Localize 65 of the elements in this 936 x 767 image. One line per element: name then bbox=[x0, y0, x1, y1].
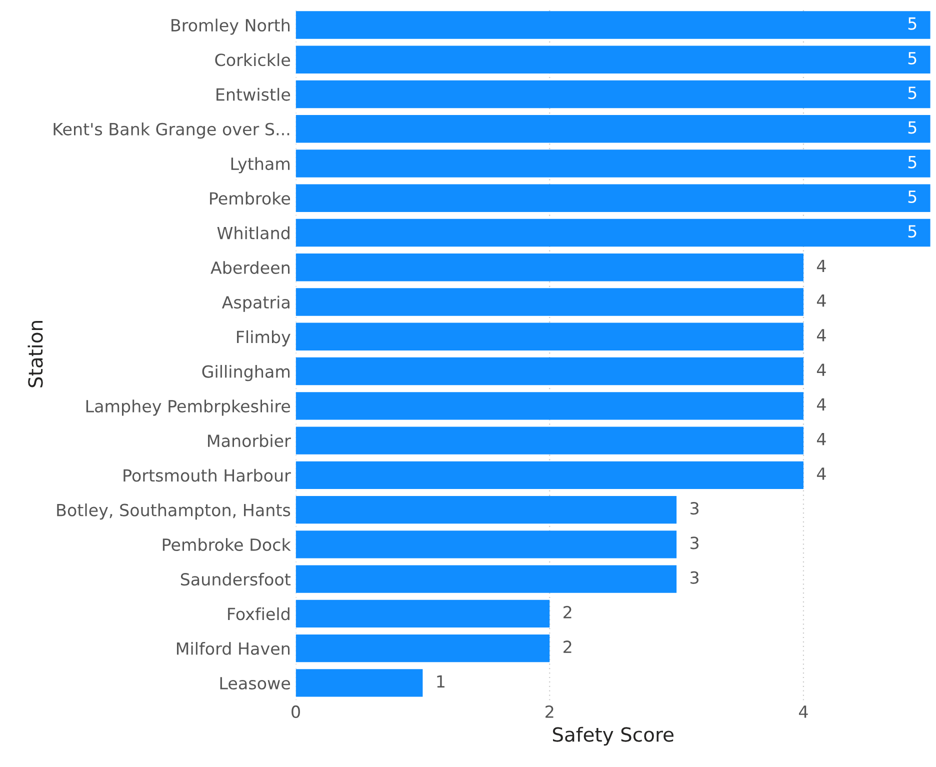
x-tick-label: 0 bbox=[292, 705, 300, 718]
y-tick-label: Lytham bbox=[231, 157, 290, 174]
data-label: 4 bbox=[816, 432, 826, 446]
data-label: 5 bbox=[908, 190, 916, 203]
y-tick-label: Aberdeen bbox=[210, 261, 290, 274]
bar bbox=[296, 184, 930, 212]
y-tick-label: Pembroke bbox=[210, 192, 290, 205]
bar bbox=[296, 600, 550, 628]
bar bbox=[296, 634, 550, 662]
y-tick-label: Foxfield bbox=[228, 607, 290, 620]
data-label: 5 bbox=[908, 121, 916, 134]
bar bbox=[296, 46, 930, 74]
bar bbox=[296, 218, 930, 247]
data-label: 5 bbox=[908, 156, 916, 168]
y-tick-label: Milford Haven bbox=[176, 642, 290, 655]
data-label: 4 bbox=[816, 260, 826, 272]
bar bbox=[296, 115, 930, 143]
data-label: 5 bbox=[908, 225, 916, 238]
data-label: 3 bbox=[690, 536, 698, 550]
y-tick-label: Lamphey Pembrpkeshire bbox=[86, 400, 290, 416]
data-label: 4 bbox=[816, 364, 826, 376]
bar bbox=[296, 426, 804, 454]
y-tick-label: Aspatria bbox=[222, 296, 290, 312]
y-tick-label: Leasowe bbox=[220, 677, 290, 690]
bar bbox=[296, 461, 804, 490]
y-tick-label: Botley, Southampton, Hants bbox=[57, 503, 290, 520]
bar bbox=[296, 254, 804, 282]
data-label: 4 bbox=[816, 329, 826, 342]
bar bbox=[296, 288, 804, 316]
bar bbox=[296, 565, 677, 593]
data-label: 1 bbox=[437, 675, 444, 688]
y-tick-label: Gillingham bbox=[202, 364, 290, 382]
y-tick-label: Entwistle bbox=[216, 88, 290, 101]
bar bbox=[296, 11, 930, 39]
y-tick-label: Flimby bbox=[237, 330, 290, 346]
data-label: 5 bbox=[908, 52, 916, 64]
data-label: 4 bbox=[816, 398, 826, 411]
data-label: 5 bbox=[908, 17, 916, 30]
y-tick-label: Corkickle bbox=[215, 53, 290, 66]
data-label: 4 bbox=[816, 294, 826, 307]
y-axis-title: Station bbox=[28, 321, 43, 388]
data-label: 4 bbox=[816, 468, 826, 480]
data-label: 3 bbox=[690, 571, 698, 584]
data-label: 2 bbox=[564, 606, 572, 618]
bar bbox=[296, 530, 677, 558]
bar bbox=[296, 496, 677, 524]
bar bbox=[296, 357, 804, 386]
data-label: 5 bbox=[908, 86, 916, 100]
y-tick-label: Bromley North bbox=[172, 18, 290, 35]
bar bbox=[296, 80, 930, 108]
x-tick-label: 4 bbox=[798, 706, 808, 718]
y-tick-label: Saundersfoot bbox=[180, 572, 291, 586]
y-tick-label: Portsmouth Harbour bbox=[124, 468, 291, 482]
bar bbox=[296, 669, 423, 697]
y-tick-label: Whitland bbox=[217, 226, 290, 240]
x-tick-label: 2 bbox=[546, 705, 554, 718]
data-label: 2 bbox=[564, 640, 572, 653]
bar bbox=[296, 392, 804, 420]
x-axis-title: Safety Score bbox=[552, 726, 674, 746]
bar bbox=[296, 322, 804, 351]
bar bbox=[296, 150, 930, 178]
y-tick-label: Pembroke Dock bbox=[162, 538, 291, 552]
y-tick-label: Manorbier bbox=[208, 434, 291, 448]
y-tick-label: Kent's Bank Grange over S... bbox=[54, 122, 290, 139]
data-label: 3 bbox=[690, 502, 698, 515]
